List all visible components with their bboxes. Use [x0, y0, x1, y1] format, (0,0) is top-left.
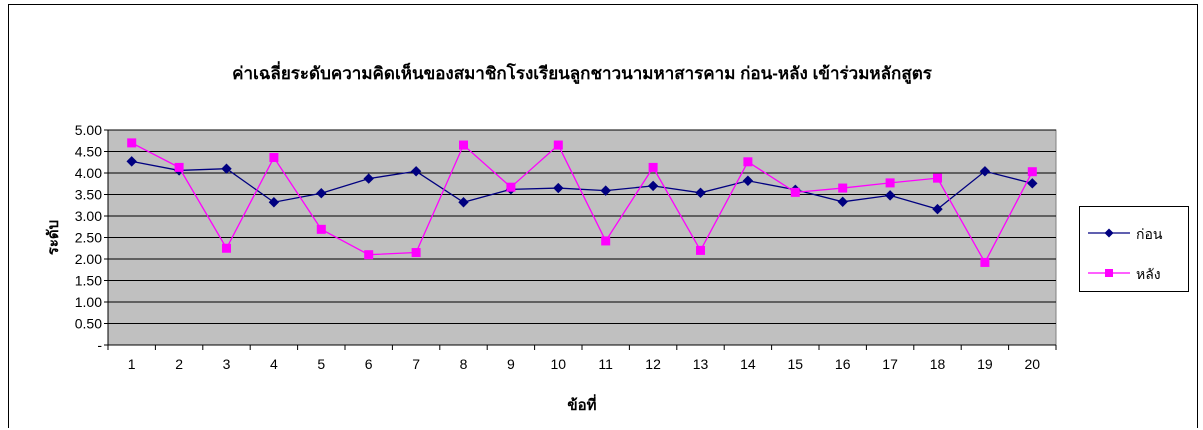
data-point-2 — [743, 157, 753, 167]
data-point-2 — [933, 173, 942, 183]
data-point-2 — [269, 153, 279, 163]
data-point-2 — [316, 224, 326, 234]
x-tick-label: 1 — [128, 356, 136, 372]
y-tick-label: - — [97, 337, 102, 353]
x-tick-label: 18 — [930, 356, 946, 372]
x-tick-label: 8 — [460, 356, 468, 372]
y-tick-label: 1.00 — [75, 294, 102, 310]
data-point-2 — [980, 257, 990, 267]
y-tick-label: 2.50 — [75, 230, 102, 246]
data-point-2 — [174, 162, 184, 172]
data-point-2 — [885, 178, 895, 188]
data-point-1 — [979, 166, 991, 177]
x-tick-label: 7 — [412, 356, 420, 372]
x-tick-label: 16 — [835, 356, 851, 372]
data-point-2 — [222, 243, 231, 253]
legend-marker-2 — [1105, 269, 1113, 277]
x-tick-label: 5 — [317, 356, 325, 372]
x-tick-label: 13 — [693, 356, 709, 372]
x-tick-label: 3 — [223, 356, 231, 372]
x-tick-label: 2 — [175, 356, 183, 372]
y-tick-label: 3.50 — [75, 187, 102, 203]
data-point-1 — [458, 197, 469, 208]
data-point-1 — [268, 197, 280, 208]
chart-title: ค่าเฉลี่ยระดับความคิดเห็นของสมาชิกโรงเรี… — [232, 64, 932, 83]
x-axis-title: ข้อที่ — [567, 394, 596, 414]
x-tick-label: 19 — [977, 356, 993, 372]
data-point-1 — [837, 196, 848, 208]
data-point-1 — [742, 175, 754, 186]
series-line-2 — [131, 142, 1033, 264]
x-tick-label: 12 — [645, 356, 661, 372]
data-point-2 — [411, 248, 421, 258]
data-point-1 — [316, 188, 327, 199]
data-point-1 — [932, 203, 943, 215]
data-point-1 — [884, 190, 896, 201]
data-point-1 — [600, 185, 611, 196]
y-tick-label: 2.00 — [75, 251, 102, 267]
legend: ก่อนหลัง — [1079, 206, 1189, 292]
legend-label-2: หลัง — [1136, 266, 1161, 282]
data-point-1 — [647, 180, 659, 192]
data-point-1 — [1027, 178, 1038, 189]
x-tick-label: 15 — [788, 356, 804, 372]
y-tick-label: 4.50 — [75, 144, 102, 160]
data-point-2 — [127, 138, 137, 148]
data-point-1 — [126, 156, 137, 167]
x-tick-label: 10 — [551, 356, 567, 372]
y-tick-label: 4.00 — [75, 165, 102, 181]
x-tick-label: 14 — [740, 356, 756, 372]
data-point-1 — [410, 166, 422, 177]
data-point-2 — [364, 250, 374, 260]
x-tick-label: 20 — [1025, 356, 1041, 372]
data-point-2 — [601, 236, 611, 246]
data-point-1 — [221, 163, 232, 174]
data-point-2 — [648, 162, 658, 172]
data-point-1 — [363, 173, 374, 184]
data-point-1 — [553, 182, 564, 194]
x-tick-label: 17 — [882, 356, 898, 372]
legend-label-1: ก่อน — [1136, 226, 1163, 242]
x-tick-label: 9 — [507, 356, 515, 372]
data-point-2 — [790, 187, 800, 197]
data-point-1 — [695, 187, 706, 198]
y-tick-label: 3.00 — [75, 208, 102, 224]
data-point-2 — [696, 245, 705, 255]
y-tick-label: 1.50 — [75, 273, 102, 289]
data-point-2 — [459, 140, 468, 150]
data-point-2 — [506, 182, 516, 192]
y-tick-label: 0.50 — [75, 316, 102, 332]
y-axis-title: ระดับ — [45, 220, 62, 255]
y-tick-label: 5.00 — [75, 122, 102, 138]
legend-marker-1 — [1104, 228, 1114, 238]
data-point-2 — [553, 140, 563, 150]
series-line-1 — [131, 160, 1033, 210]
x-tick-label: 6 — [365, 356, 373, 372]
data-point-2 — [838, 183, 848, 193]
x-tick-label: 4 — [270, 356, 278, 372]
data-point-2 — [1027, 167, 1037, 177]
x-tick-label: 11 — [598, 356, 613, 372]
plot-area: - 0.50 1.00 1.50 2.00 2.50 3.00 3.50 4.00 4.50 5.0… — [75, 122, 1057, 372]
